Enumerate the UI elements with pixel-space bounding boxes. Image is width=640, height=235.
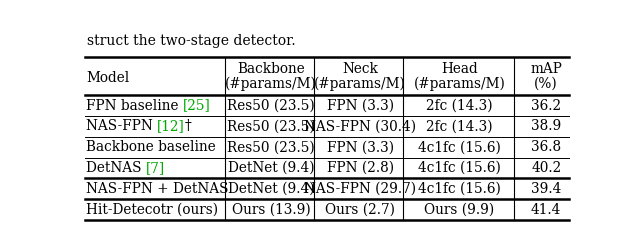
Text: mAP: mAP bbox=[531, 62, 562, 76]
Text: 2fc (14.3): 2fc (14.3) bbox=[426, 119, 493, 133]
Text: (#params/M): (#params/M) bbox=[314, 76, 406, 90]
Text: NAS-FPN: NAS-FPN bbox=[86, 119, 157, 133]
Text: Ours (2.7): Ours (2.7) bbox=[325, 203, 396, 217]
Text: 4c1fc (15.6): 4c1fc (15.6) bbox=[418, 161, 501, 175]
Text: [12]: [12] bbox=[157, 119, 185, 133]
Text: Res50 (23.5): Res50 (23.5) bbox=[227, 119, 315, 133]
Text: 2fc (14.3): 2fc (14.3) bbox=[426, 98, 493, 113]
Text: NAS-FPN (30.4): NAS-FPN (30.4) bbox=[304, 119, 416, 133]
Text: [7]: [7] bbox=[146, 161, 165, 175]
Text: (#params/M): (#params/M) bbox=[225, 76, 317, 90]
Text: FPN (2.8): FPN (2.8) bbox=[326, 161, 394, 175]
Text: DetNet (9.4): DetNet (9.4) bbox=[228, 161, 314, 175]
Text: Ours (13.9): Ours (13.9) bbox=[232, 203, 310, 217]
Text: FPN baseline: FPN baseline bbox=[86, 98, 183, 113]
Text: 41.4: 41.4 bbox=[531, 203, 561, 217]
Text: Ours (9.9): Ours (9.9) bbox=[424, 203, 495, 217]
Text: DetNAS: DetNAS bbox=[86, 161, 146, 175]
Text: Model: Model bbox=[86, 71, 129, 85]
Text: NAS-FPN + DetNAS: NAS-FPN + DetNAS bbox=[86, 182, 228, 196]
Text: FPN (3.3): FPN (3.3) bbox=[326, 140, 394, 154]
Text: 4c1fc (15.6): 4c1fc (15.6) bbox=[418, 182, 501, 196]
Text: 39.4: 39.4 bbox=[531, 182, 561, 196]
Text: DetNet (9.4): DetNet (9.4) bbox=[228, 182, 314, 196]
Text: Backbone baseline: Backbone baseline bbox=[86, 140, 216, 154]
Text: †: † bbox=[185, 119, 191, 133]
Text: 38.9: 38.9 bbox=[531, 119, 561, 133]
Text: 40.2: 40.2 bbox=[531, 161, 561, 175]
Text: (%): (%) bbox=[534, 76, 558, 90]
Text: Res50 (23.5): Res50 (23.5) bbox=[227, 98, 315, 113]
Text: Res50 (23.5): Res50 (23.5) bbox=[227, 140, 315, 154]
Text: Hit-Detecotr (ours): Hit-Detecotr (ours) bbox=[86, 203, 218, 217]
Text: Backbone: Backbone bbox=[237, 62, 305, 76]
Text: Head: Head bbox=[441, 62, 478, 76]
Text: FPN (3.3): FPN (3.3) bbox=[326, 98, 394, 113]
Text: 4c1fc (15.6): 4c1fc (15.6) bbox=[418, 140, 501, 154]
Text: 36.2: 36.2 bbox=[531, 98, 561, 113]
Text: struct the two-stage detector.: struct the two-stage detector. bbox=[88, 34, 296, 48]
Text: NAS-FPN (29.7): NAS-FPN (29.7) bbox=[304, 182, 416, 196]
Text: 36.8: 36.8 bbox=[531, 140, 561, 154]
Text: Neck: Neck bbox=[342, 62, 378, 76]
Text: (#params/M): (#params/M) bbox=[413, 76, 506, 90]
Text: [25]: [25] bbox=[183, 98, 211, 113]
